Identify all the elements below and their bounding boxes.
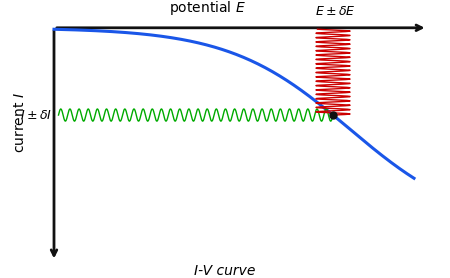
Text: current $I$: current $I$ — [13, 92, 27, 153]
Text: $I \pm \delta I$: $I \pm \delta I$ — [20, 108, 52, 121]
Text: potential $E$: potential $E$ — [169, 0, 245, 17]
Text: I-V curve: I-V curve — [194, 264, 256, 278]
Text: $E \pm \delta E$: $E \pm \delta E$ — [315, 5, 356, 18]
